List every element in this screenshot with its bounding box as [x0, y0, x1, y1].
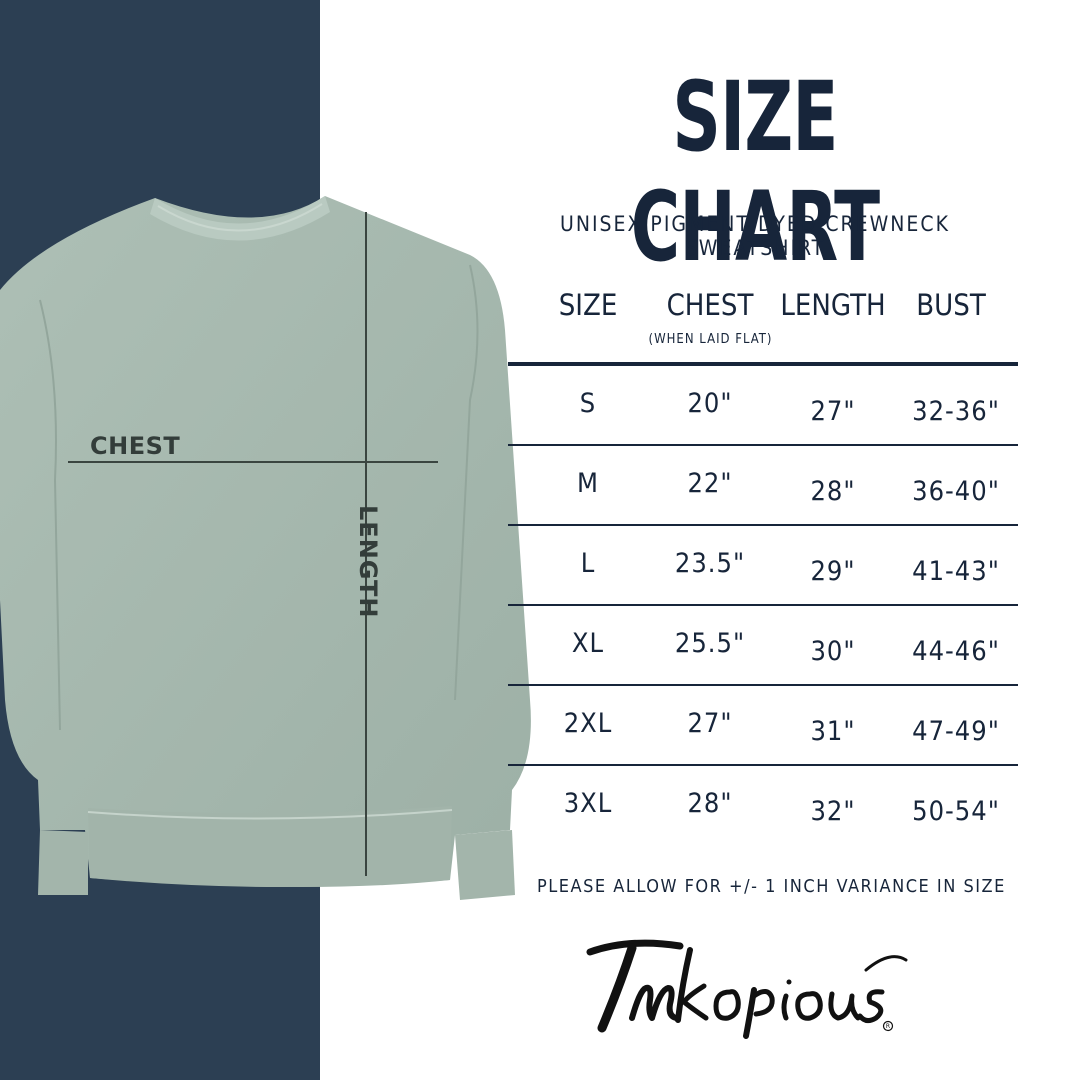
page-title: SIZE CHART	[630, 61, 880, 284]
table-row: 3XL 28" 32" 50-54"	[508, 766, 1018, 846]
cell-size: S	[579, 388, 597, 419]
cell-size: 2XL	[563, 708, 613, 739]
sweatshirt-collar	[150, 196, 330, 241]
header-chest: CHEST	[666, 288, 754, 322]
variance-note: PLEASE ALLOW FOR +/- 1 INCH VARIANCE IN …	[537, 876, 1006, 897]
table-row: L 23.5" 29" 41-43"	[508, 526, 1018, 606]
size-table: SIZE CHEST LENGTH BUST (WHEN LAID FLAT) …	[508, 280, 1018, 846]
cell-bust: 36-40"	[912, 476, 1000, 507]
cell-chest: 27"	[687, 708, 733, 739]
brand-logo: R	[586, 939, 908, 1039]
svg-text:R: R	[886, 1023, 890, 1030]
table-row: M 22" 28" 36-40"	[508, 446, 1018, 526]
cell-size: 3XL	[563, 788, 613, 819]
sweatshirt-body	[0, 196, 531, 888]
cell-chest: 22"	[687, 468, 733, 499]
table-row: XL 25.5" 30" 44-46"	[508, 606, 1018, 686]
table-row: 2XL 27" 31" 47-49"	[508, 686, 1018, 766]
cell-chest: 25.5"	[674, 628, 746, 659]
cell-bust: 32-36"	[912, 396, 1000, 427]
cell-chest: 20"	[687, 388, 733, 419]
cell-length: 29"	[810, 556, 856, 587]
cell-bust: 44-46"	[912, 636, 1000, 667]
cell-bust: 50-54"	[912, 796, 1000, 827]
chest-label: CHEST	[90, 432, 181, 460]
header-bust: BUST	[916, 288, 986, 322]
cell-chest: 23.5"	[674, 548, 746, 579]
header-chest-note: (WHEN LAID FLAT)	[648, 332, 773, 347]
cell-length: 27"	[810, 396, 856, 427]
cell-size: XL	[571, 628, 605, 659]
waistband	[88, 806, 452, 888]
left-cuff	[38, 830, 88, 895]
cell-size: M	[577, 468, 599, 499]
sweatshirt-illustration	[0, 196, 531, 900]
cell-length: 28"	[810, 476, 856, 507]
cell-size: L	[580, 548, 596, 579]
cell-length: 31"	[810, 716, 856, 747]
cell-bust: 41-43"	[912, 556, 1000, 587]
page-subtitle: UNISEX PIGMENT DYED CREWNECK SWEATSHIRT	[560, 212, 950, 260]
cell-bust: 47-49"	[912, 716, 1000, 747]
header-size: SIZE	[558, 288, 618, 322]
cell-length: 30"	[810, 636, 856, 667]
right-cuff	[455, 830, 515, 900]
table-row: S 20" 27" 32-36"	[508, 366, 1018, 446]
cell-chest: 28"	[687, 788, 733, 819]
cell-length: 32"	[810, 796, 856, 827]
length-label: LENGTH	[354, 505, 382, 619]
header-length: LENGTH	[780, 288, 886, 322]
table-header: SIZE CHEST LENGTH BUST (WHEN LAID FLAT)	[508, 280, 1018, 362]
header-divider	[508, 362, 1018, 366]
